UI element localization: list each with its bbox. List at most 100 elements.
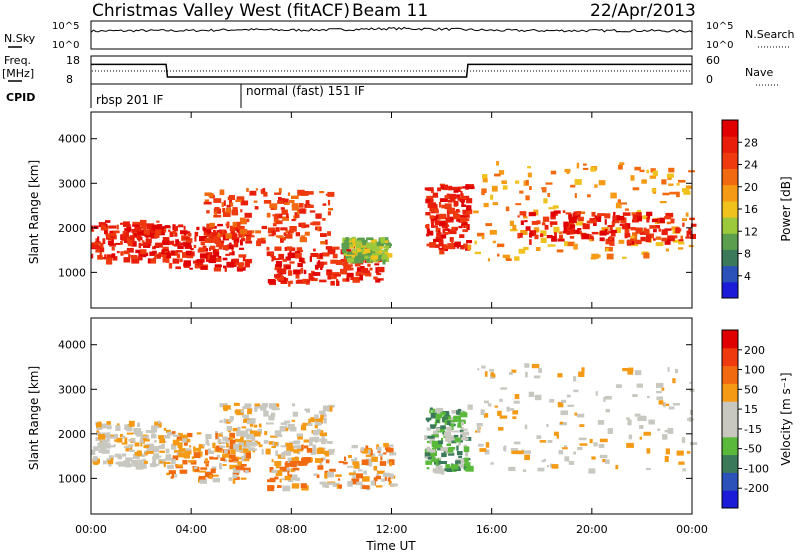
scatter-cell — [141, 438, 150, 442]
scatter-cell — [351, 254, 358, 260]
scatter-cell — [515, 203, 522, 206]
scatter-cell — [291, 483, 300, 489]
scatter-cell — [589, 238, 594, 242]
scatter-cell — [355, 243, 362, 249]
scatter-cell — [459, 429, 464, 433]
scatter-cell — [217, 439, 222, 444]
scatter-cell — [328, 404, 335, 408]
scatter-cell — [213, 267, 221, 272]
scatter-cell — [656, 382, 664, 388]
scatter-cell — [360, 258, 364, 264]
scatter-cell — [531, 363, 540, 369]
scatter-cell — [466, 184, 474, 188]
noise-tick-high-right: 10^5 — [706, 21, 733, 32]
scatter-cell — [447, 243, 455, 250]
scatter-cell — [276, 275, 285, 281]
scatter-cell — [322, 484, 326, 488]
scatter-cell — [626, 417, 630, 420]
scatter-cell — [236, 221, 241, 228]
scatter-cell — [385, 447, 391, 450]
scatter-cell — [254, 406, 258, 412]
scatter-cell — [140, 440, 143, 447]
scatter-cell — [246, 187, 249, 192]
scatter-cell — [621, 223, 628, 230]
scatter-cell — [691, 223, 697, 227]
scatter-cell — [255, 230, 261, 234]
scatter-cell — [448, 216, 454, 221]
scatter-cell — [239, 266, 246, 271]
colorbar-tick-label: -200 — [744, 482, 769, 495]
scatter-cell — [552, 205, 559, 209]
scatter-cell — [645, 236, 651, 243]
scatter-cell — [368, 462, 372, 467]
scatter-cell — [561, 399, 567, 403]
scatter-cell — [598, 443, 605, 448]
scatter-cell — [459, 187, 462, 190]
power-data — [91, 161, 697, 287]
scatter-cell — [451, 186, 459, 191]
scatter-cell — [346, 276, 350, 282]
scatter-cell — [591, 231, 599, 235]
scatter-cell — [292, 467, 300, 471]
scatter-cell — [523, 450, 531, 454]
scatter-cell — [99, 242, 104, 248]
scatter-cell — [622, 368, 629, 372]
scatter-cell — [460, 421, 465, 426]
scatter-cell — [289, 261, 295, 264]
scatter-cell — [309, 437, 313, 443]
scatter-cell — [343, 256, 349, 263]
scatter-cell — [132, 221, 141, 227]
scatter-cell — [477, 368, 480, 371]
scatter-cell — [176, 464, 183, 467]
scatter-cell — [489, 229, 497, 235]
scatter-cell — [335, 474, 342, 477]
scatter-cell — [463, 446, 470, 452]
scatter-cell — [240, 218, 247, 225]
scatter-cell — [639, 169, 645, 173]
scatter-cell — [149, 251, 156, 256]
scatter-cell — [295, 273, 300, 279]
scatter-cell — [386, 447, 394, 453]
scatter-cell — [268, 403, 277, 409]
scatter-cell — [144, 460, 148, 464]
scatter-cell — [332, 482, 340, 487]
scatter-cell — [230, 449, 236, 454]
scatter-cell — [319, 462, 323, 466]
scatter-cell — [569, 228, 575, 235]
scatter-cell — [634, 413, 641, 417]
scatter-cell — [667, 235, 675, 242]
scatter-cell — [554, 232, 557, 237]
scatter-cell — [302, 422, 310, 426]
scatter-cell — [589, 235, 594, 239]
colorbar-swatch — [722, 281, 738, 299]
scatter-cell — [298, 257, 304, 262]
scatter-cell — [348, 455, 352, 459]
scatter-cell — [146, 225, 153, 230]
scatter-cell — [685, 185, 692, 189]
scatter-cell — [478, 443, 484, 447]
scatter-cell — [284, 202, 290, 205]
scatter-cell — [583, 167, 589, 170]
scatter-cell — [434, 220, 440, 225]
scatter-cell — [299, 203, 304, 208]
scatter-cell — [183, 441, 188, 446]
scatter-cell — [334, 273, 341, 277]
scatter-cell — [467, 244, 472, 251]
scatter-cell — [617, 215, 625, 221]
scatter-cell — [280, 445, 287, 448]
scatter-cell — [656, 390, 662, 394]
scatter-cell — [576, 413, 583, 418]
scatter-cell — [685, 212, 689, 217]
scatter-cell — [123, 221, 130, 227]
scatter-cell — [655, 242, 664, 247]
scatter-cell — [122, 453, 127, 457]
scatter-cell — [453, 189, 459, 193]
scatter-cell — [275, 432, 281, 437]
scatter-cell — [337, 478, 341, 481]
scatter-cell — [213, 251, 220, 257]
scatter-cell — [240, 209, 243, 213]
scatter-cell — [238, 442, 245, 447]
scatter-cell — [216, 248, 219, 252]
scatter-cell — [98, 421, 102, 424]
